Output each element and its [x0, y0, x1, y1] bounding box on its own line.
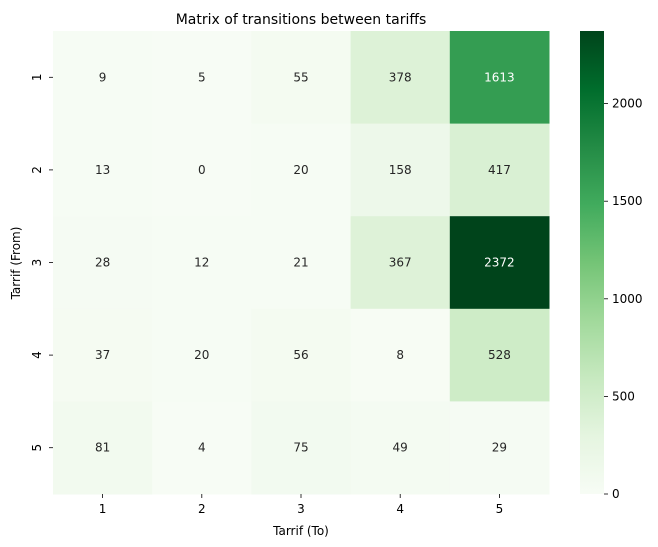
y-tick-label: 1 — [30, 73, 44, 81]
heatmap-cell — [152, 308, 252, 402]
heatmap-cell — [152, 401, 252, 495]
heatmap-cell — [449, 308, 550, 402]
cell-value-label: 56 — [293, 348, 308, 362]
heatmap-cell — [152, 216, 252, 310]
heatmap-cell — [350, 401, 451, 495]
cell-value-label: 158 — [389, 163, 412, 177]
cell-value-label: 8 — [396, 348, 404, 362]
cell-value-label: 1613 — [484, 70, 515, 84]
heatmap-cell — [152, 31, 252, 125]
heatmap-cell — [350, 216, 451, 310]
cell-value-label: 81 — [95, 441, 110, 455]
colorbar: 0 500 1000 1500 2000 — [580, 31, 643, 501]
heatmap-cell — [350, 31, 451, 125]
heatmap-cell — [251, 31, 352, 125]
cell-value-label: 12 — [194, 256, 209, 270]
heatmap-cell — [350, 123, 451, 217]
colorbar-gradient — [580, 31, 604, 494]
x-axis-ticks: 1 2 3 4 5 — [99, 494, 503, 516]
colorbar-tick-label: 1500 — [612, 194, 643, 208]
heatmap-cell — [53, 401, 153, 495]
heatmap-cell — [251, 123, 352, 217]
cell-value-label: 75 — [293, 441, 308, 455]
heatmap-cell — [449, 216, 550, 310]
cell-value-label: 20 — [293, 163, 308, 177]
heatmap-cell — [53, 216, 153, 310]
heatmap-cell — [251, 216, 352, 310]
colorbar-tick-label: 1000 — [612, 292, 643, 306]
heatmap-cell — [449, 123, 550, 217]
cell-value-label: 55 — [293, 70, 308, 84]
y-tick-label: 5 — [30, 444, 44, 452]
cell-value-label: 49 — [393, 441, 408, 455]
cell-value-label: 37 — [95, 348, 110, 362]
colorbar-tick-label: 2000 — [612, 97, 643, 111]
heatmap-cell — [251, 308, 352, 402]
cell-value-label: 0 — [198, 163, 206, 177]
heatmap-cell — [53, 308, 153, 402]
cell-value-label: 20 — [194, 348, 209, 362]
cell-value-label: 5 — [198, 70, 206, 84]
heatmap-cell — [449, 401, 550, 495]
cell-value-label: 528 — [488, 348, 511, 362]
y-axis-label: Tarrif (From) — [9, 227, 23, 301]
y-tick-label: 3 — [30, 259, 44, 267]
cell-value-label: 13 — [95, 163, 110, 177]
cell-value-label: 367 — [389, 256, 412, 270]
colorbar-tick-label: 500 — [612, 389, 635, 403]
x-tick-label: 3 — [297, 502, 305, 516]
x-tick-label: 5 — [496, 502, 504, 516]
heatmap-cell — [449, 31, 550, 125]
heatmap-cell — [350, 308, 451, 402]
cell-value-label: 417 — [488, 163, 511, 177]
y-axis-ticks: 1 2 3 4 5 — [30, 73, 53, 452]
x-tick-label: 4 — [396, 502, 404, 516]
cell-value-label: 9 — [99, 70, 107, 84]
cell-value-label: 21 — [293, 256, 308, 270]
x-tick-label: 2 — [198, 502, 206, 516]
heatmap-cell — [152, 123, 252, 217]
heatmap-cell — [53, 123, 153, 217]
heatmap-cell — [251, 401, 352, 495]
x-tick-label: 1 — [99, 502, 107, 516]
cell-value-label: 29 — [492, 441, 507, 455]
cell-value-label: 2372 — [484, 256, 515, 270]
y-tick-label: 4 — [30, 351, 44, 359]
cell-value-label: 28 — [95, 256, 110, 270]
chart-title: Matrix of transitions between tariffs — [176, 12, 427, 28]
x-axis-label: Tarrif (To) — [272, 524, 329, 538]
colorbar-tick-label: 0 — [612, 487, 620, 501]
cell-value-label: 4 — [198, 441, 206, 455]
y-tick-label: 2 — [30, 166, 44, 174]
heatmap-cells — [53, 31, 550, 495]
cell-value-label: 378 — [389, 70, 412, 84]
heatmap-cell — [53, 31, 153, 125]
